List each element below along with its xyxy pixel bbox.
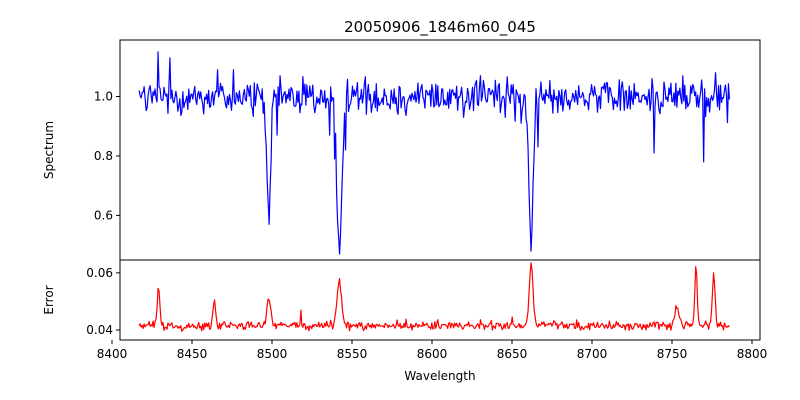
spectrum-ytick-label: 0.6: [94, 208, 113, 222]
error-ylabel: Error: [42, 285, 56, 314]
error-panel: 0.04 0.06 Error: [42, 259, 761, 341]
xtick-label: 8650: [497, 347, 528, 361]
xtick-label: 8400: [97, 347, 128, 361]
spectrum-ytick-label: 1.0: [94, 89, 113, 103]
xtick-label: 8700: [577, 347, 608, 361]
error-axes-frame: [119, 259, 761, 341]
error-ytick-label: 0.06: [86, 266, 113, 280]
xtick-label: 8450: [177, 347, 208, 361]
xtick-label: 8600: [417, 347, 448, 361]
xtick-label: 8500: [257, 347, 288, 361]
xtick-label: 8800: [737, 347, 768, 361]
xtick-label: 8750: [657, 347, 688, 361]
xtick-label: 8550: [337, 347, 368, 361]
x-axis-label: Wavelength: [404, 369, 475, 383]
error-series-line: [138, 262, 730, 332]
spectrum-panel: 0.6 0.8 1.0 Spectrum: [42, 39, 761, 261]
error-ytick-label: 0.04: [86, 323, 113, 337]
chart-title: 20050906_1846m60_045: [344, 18, 536, 37]
spectrum-ytick-label: 0.8: [94, 149, 113, 163]
spectrum-series-line: [138, 51, 731, 255]
spectrum-ylabel: Spectrum: [42, 121, 56, 179]
